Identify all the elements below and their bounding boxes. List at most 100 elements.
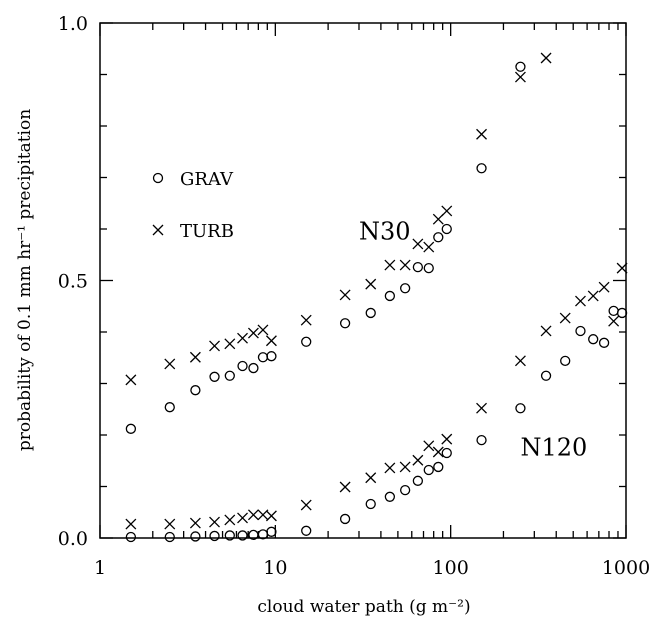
point (441, 205, 453, 217)
point (224, 514, 236, 526)
point (608, 315, 620, 327)
point (209, 340, 220, 352)
point (257, 324, 269, 336)
point (432, 213, 444, 225)
point (300, 499, 312, 511)
point (248, 362, 259, 374)
point (189, 351, 201, 363)
point (209, 371, 220, 382)
point (125, 531, 137, 543)
x-tick-label: 1 (94, 557, 106, 579)
y-tick-label: 0.5 (58, 271, 88, 293)
legend-label: GRAV (180, 169, 234, 190)
point (560, 355, 571, 366)
point (224, 338, 236, 350)
point (399, 259, 411, 271)
point (190, 385, 201, 396)
y-axis-label: probability of 0.1 mm hr⁻¹ precipitation (15, 109, 35, 451)
point (412, 261, 424, 273)
point (559, 312, 571, 324)
legend-marker (152, 224, 164, 236)
point (587, 290, 599, 302)
point (237, 332, 248, 344)
point (575, 325, 586, 337)
point (423, 262, 434, 274)
x-tick-label: 10 (263, 557, 287, 579)
point (616, 307, 628, 319)
point (476, 402, 488, 414)
point (164, 531, 175, 543)
point (412, 238, 424, 250)
point (423, 241, 435, 253)
point (209, 530, 220, 542)
point (588, 334, 599, 345)
point (399, 461, 411, 473)
point (441, 433, 453, 445)
point (247, 327, 259, 339)
point (423, 464, 434, 476)
point (339, 481, 351, 493)
point (224, 530, 235, 541)
point (399, 484, 411, 496)
point (265, 510, 277, 522)
legend-marker (152, 172, 164, 184)
point (266, 351, 277, 362)
point (125, 423, 137, 434)
point (432, 446, 444, 458)
x-tick-label: 1000 (602, 557, 650, 579)
point (384, 462, 396, 474)
point (301, 336, 312, 347)
point (476, 434, 487, 446)
point (339, 513, 351, 525)
point (266, 526, 277, 537)
point (339, 318, 351, 329)
point (399, 283, 411, 294)
point (125, 518, 137, 530)
point (189, 517, 201, 529)
point (514, 71, 526, 83)
point (164, 358, 176, 370)
point (433, 461, 444, 473)
y-tick-label: 0.0 (58, 528, 88, 550)
point (164, 518, 176, 530)
point (257, 352, 269, 363)
point (540, 325, 552, 337)
x-axis-label: cloud water path (g m⁻²) (257, 597, 470, 617)
point (237, 512, 248, 524)
point (540, 52, 552, 64)
point (247, 509, 259, 521)
point (423, 440, 435, 452)
point (237, 360, 248, 372)
x-tick-label: 100 (433, 557, 469, 579)
point (339, 289, 351, 301)
point (598, 281, 610, 293)
point (608, 305, 619, 317)
point (514, 355, 526, 367)
point (515, 403, 526, 414)
point (265, 335, 277, 347)
point (441, 223, 452, 235)
point (125, 374, 137, 386)
point (365, 472, 377, 484)
point (441, 447, 452, 459)
point (412, 454, 424, 466)
point (209, 516, 220, 528)
point (365, 498, 376, 510)
point (433, 232, 444, 243)
point (224, 370, 235, 381)
annotation: N30 (359, 217, 411, 245)
point (300, 314, 312, 326)
point (476, 163, 487, 174)
point (598, 337, 610, 348)
annotation: N120 (520, 434, 587, 462)
point (384, 491, 396, 502)
legend-label: TURB (180, 221, 234, 242)
point (515, 61, 526, 72)
point (616, 262, 628, 274)
point (365, 307, 376, 319)
point (237, 530, 248, 541)
point (301, 525, 312, 536)
point (384, 259, 396, 271)
point (164, 402, 175, 413)
